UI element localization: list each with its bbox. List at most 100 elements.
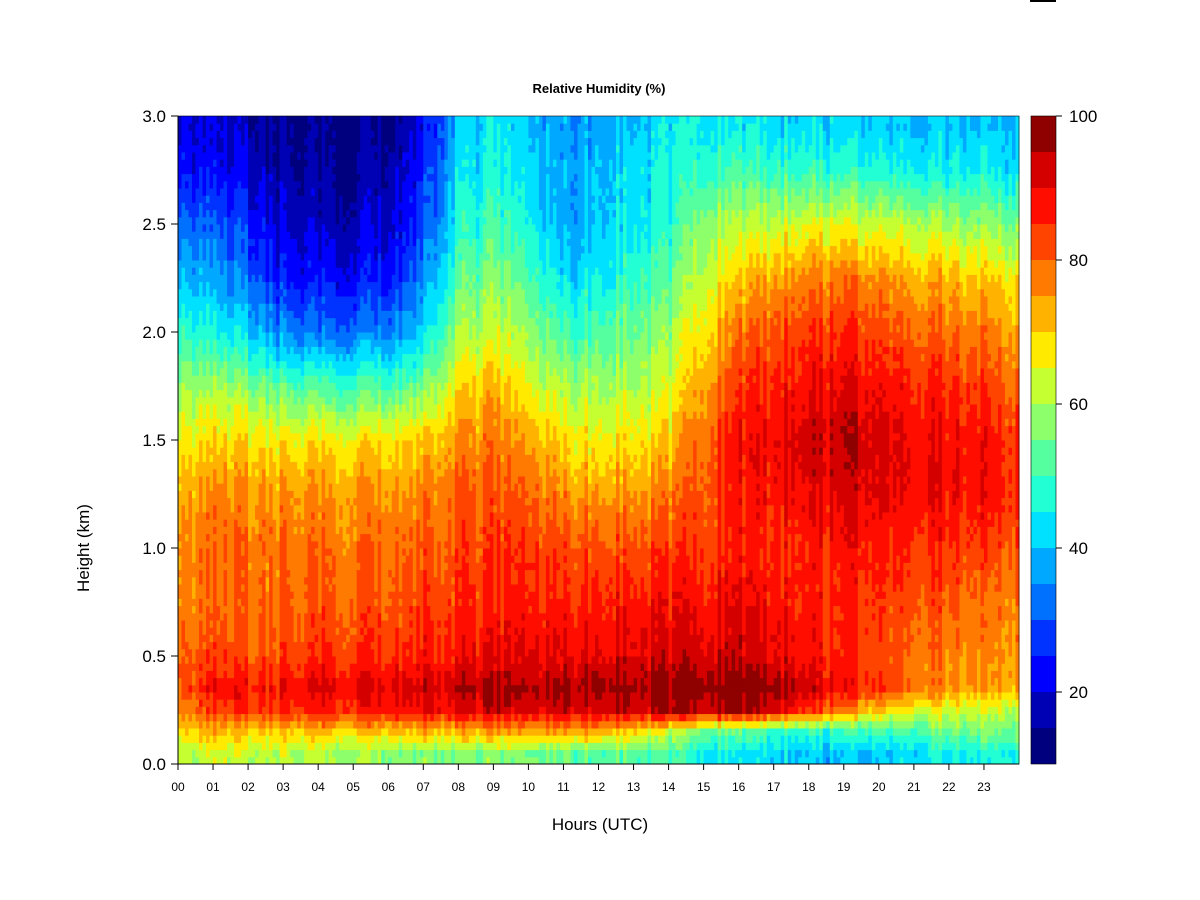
heatmap-cell xyxy=(339,454,344,463)
heatmap-cell xyxy=(307,562,312,571)
heatmap-cell xyxy=(342,324,347,333)
heatmap-cell xyxy=(286,540,291,549)
heatmap-cell xyxy=(199,123,204,131)
heatmap-cell xyxy=(283,591,288,599)
heatmap-cell xyxy=(349,432,354,441)
heatmap-cell xyxy=(318,648,323,657)
heatmap-cell xyxy=(188,144,193,153)
heatmap-cell xyxy=(356,641,361,650)
heatmap-cell xyxy=(286,576,291,585)
heatmap-cell xyxy=(367,152,372,160)
heatmap-cell xyxy=(185,735,190,743)
heatmap-cell xyxy=(360,713,365,722)
heatmap-cell xyxy=(307,548,312,556)
heatmap-cell xyxy=(321,483,326,491)
heatmap-cell xyxy=(286,368,291,376)
heatmap-cell xyxy=(188,152,193,160)
heatmap-cell xyxy=(311,706,316,715)
heatmap-cell xyxy=(297,173,302,182)
heatmap-cell xyxy=(346,720,351,729)
heatmap-cell xyxy=(279,512,284,520)
heatmap-cell xyxy=(300,195,305,203)
heatmap-cell xyxy=(248,526,253,535)
heatmap-cell xyxy=(248,540,253,549)
heatmap-cell xyxy=(363,497,368,506)
heatmap-cell xyxy=(237,447,242,455)
heatmap-cell xyxy=(216,346,221,355)
heatmap-cell xyxy=(255,195,260,203)
heatmap-cell xyxy=(332,519,337,527)
heatmap-cell xyxy=(367,224,372,232)
heatmap-cell xyxy=(192,756,197,765)
heatmap-cell xyxy=(181,598,186,607)
heatmap-cell xyxy=(216,288,221,297)
heatmap-cell xyxy=(314,512,319,520)
heatmap-cell xyxy=(251,252,256,261)
heatmap-cell xyxy=(178,742,182,751)
heatmap-cell xyxy=(349,332,354,340)
heatmap-cell xyxy=(339,713,344,722)
heatmap-cell xyxy=(248,281,253,290)
heatmap-cell xyxy=(342,656,347,664)
heatmap-cell xyxy=(311,425,316,434)
heatmap-cell xyxy=(335,706,340,715)
heatmap-cell xyxy=(206,742,211,751)
heatmap-cell xyxy=(244,533,249,542)
heatmap-cell xyxy=(360,281,365,290)
heatmap-cell xyxy=(269,202,274,211)
heatmap-cell xyxy=(339,404,344,412)
heatmap-cell xyxy=(342,353,347,362)
heatmap-cell xyxy=(346,159,351,167)
heatmap-cell xyxy=(251,152,256,160)
heatmap-cell xyxy=(223,519,228,527)
heatmap-cell xyxy=(213,562,218,571)
heatmap-cell xyxy=(321,504,326,513)
heatmap-cell xyxy=(213,476,218,484)
heatmap-cell xyxy=(269,648,274,657)
heatmap-cell xyxy=(213,612,218,621)
heatmap-cell xyxy=(290,368,295,376)
heatmap-cell xyxy=(195,166,200,175)
heatmap-cell xyxy=(227,144,232,153)
heatmap-cell xyxy=(213,152,218,160)
heatmap-cell xyxy=(234,368,239,376)
heatmap-cell xyxy=(276,677,281,686)
heatmap-cell xyxy=(339,159,344,167)
heatmap-cell xyxy=(307,303,312,311)
heatmap-cell xyxy=(346,382,351,391)
heatmap-cell xyxy=(255,303,260,311)
heatmap-cell xyxy=(276,440,281,448)
heatmap-cell xyxy=(223,684,228,693)
heatmap-cell xyxy=(290,692,295,700)
heatmap-cell xyxy=(178,620,182,628)
heatmap-cell xyxy=(342,627,347,635)
heatmap-cell xyxy=(262,252,267,261)
heatmap-cell xyxy=(241,598,246,607)
heatmap-cell xyxy=(321,310,326,319)
heatmap-cell xyxy=(279,519,284,527)
heatmap-cell xyxy=(265,418,270,427)
heatmap-cell xyxy=(199,519,204,527)
heatmap-cell xyxy=(304,317,309,326)
heatmap-cell xyxy=(342,238,347,247)
heatmap-cell xyxy=(237,540,242,549)
heatmap-cell xyxy=(272,425,277,434)
heatmap-cell xyxy=(360,461,365,470)
heatmap-cell xyxy=(367,562,372,571)
heatmap-cell xyxy=(178,260,182,268)
heatmap-cell xyxy=(237,576,242,585)
heatmap-cell xyxy=(241,252,246,261)
heatmap-cell xyxy=(199,173,204,182)
heatmap-cell xyxy=(255,584,260,592)
heatmap-cell xyxy=(321,699,326,707)
heatmap-cell xyxy=(353,461,358,470)
heatmap-cell xyxy=(335,720,340,729)
heatmap-cell xyxy=(255,231,260,239)
heatmap-cell xyxy=(279,461,284,470)
heatmap-cell xyxy=(181,656,186,664)
heatmap-cell xyxy=(241,195,246,203)
heatmap-cell xyxy=(223,454,228,463)
heatmap-cell xyxy=(332,353,337,362)
heatmap-cell xyxy=(251,454,256,463)
heatmap-cell xyxy=(209,173,214,182)
